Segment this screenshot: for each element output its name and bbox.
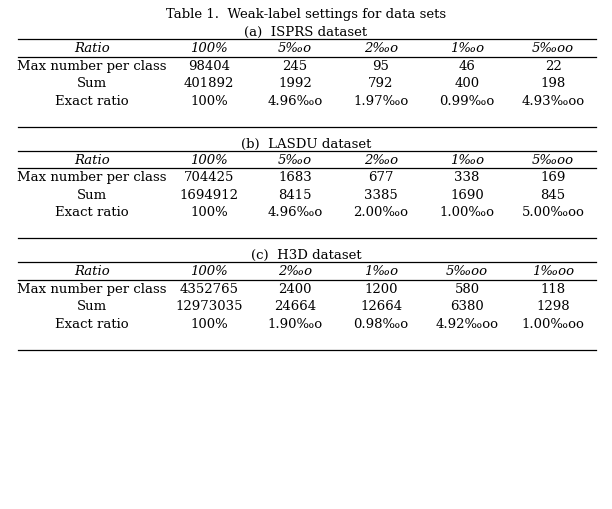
Text: 100%: 100% [190,265,228,278]
Text: 100%: 100% [190,206,228,219]
Text: 0.99‰o: 0.99‰o [439,95,494,107]
Text: 2‰o: 2‰o [364,42,398,55]
Text: 2.00‰o: 2.00‰o [354,206,408,219]
Text: 2400: 2400 [278,282,312,295]
Text: 100%: 100% [190,153,228,166]
Text: 401892: 401892 [184,77,234,90]
Text: Exact ratio: Exact ratio [55,206,129,219]
Text: Ratio: Ratio [74,265,110,278]
Text: 169: 169 [540,171,565,184]
Text: 6380: 6380 [450,300,484,313]
Text: 118: 118 [540,282,565,295]
Text: 100%: 100% [190,317,228,330]
Text: 1‰o: 1‰o [450,42,484,55]
Text: (b)  LASDU dataset: (b) LASDU dataset [241,137,371,150]
Text: 400: 400 [455,77,480,90]
Text: 100%: 100% [190,42,228,55]
Text: 198: 198 [540,77,565,90]
Text: 5‰oo: 5‰oo [446,265,488,278]
Text: 8415: 8415 [278,188,312,202]
Text: Sum: Sum [77,77,107,90]
Text: 1.97‰o: 1.97‰o [353,95,409,107]
Text: Max number per class: Max number per class [17,60,166,73]
Text: Sum: Sum [77,300,107,313]
Text: 12664: 12664 [360,300,402,313]
Text: 704425: 704425 [184,171,234,184]
Text: 12973035: 12973035 [175,300,243,313]
Text: 98404: 98404 [188,60,230,73]
Text: (a)  ISPRS dataset: (a) ISPRS dataset [244,26,368,39]
Text: 4.96‰o: 4.96‰o [267,95,323,107]
Text: 0.98‰o: 0.98‰o [354,317,409,330]
Text: 1.90‰o: 1.90‰o [267,317,323,330]
Text: 46: 46 [458,60,476,73]
Text: Max number per class: Max number per class [17,282,166,295]
Text: 1.00‰o: 1.00‰o [439,206,494,219]
Text: 792: 792 [368,77,394,90]
Text: 245: 245 [282,60,308,73]
Text: 22: 22 [545,60,561,73]
Text: 2‰o: 2‰o [364,153,398,166]
Text: 338: 338 [454,171,480,184]
Text: (c)  H3D dataset: (c) H3D dataset [251,248,361,262]
Text: Table 1.  Weak-label settings for data sets: Table 1. Weak-label settings for data se… [166,8,446,21]
Text: Max number per class: Max number per class [17,171,166,184]
Text: 24664: 24664 [274,300,316,313]
Text: 1992: 1992 [278,77,312,90]
Text: 5‰o: 5‰o [278,153,312,166]
Text: 677: 677 [368,171,394,184]
Text: 100%: 100% [190,95,228,107]
Text: 1690: 1690 [450,188,484,202]
Text: Ratio: Ratio [74,42,110,55]
Text: 845: 845 [540,188,565,202]
Text: 5.00‰oo: 5.00‰oo [521,206,584,219]
Text: Exact ratio: Exact ratio [55,317,129,330]
Text: 3385: 3385 [364,188,398,202]
Text: 5‰oo: 5‰oo [532,153,574,166]
Text: 1‰oo: 1‰oo [532,265,574,278]
Text: Sum: Sum [77,188,107,202]
Text: 4.92‰oo: 4.92‰oo [436,317,499,330]
Text: 1200: 1200 [364,282,398,295]
Text: 5‰oo: 5‰oo [532,42,574,55]
Text: 4.93‰oo: 4.93‰oo [521,95,584,107]
Text: 1‰o: 1‰o [364,265,398,278]
Text: Ratio: Ratio [74,153,110,166]
Text: 4.96‰o: 4.96‰o [267,206,323,219]
Text: Exact ratio: Exact ratio [55,95,129,107]
Text: 4352765: 4352765 [179,282,239,295]
Text: 5‰o: 5‰o [278,42,312,55]
Text: 1.00‰oo: 1.00‰oo [521,317,584,330]
Text: 1694912: 1694912 [179,188,239,202]
Text: 1‰o: 1‰o [450,153,484,166]
Text: 95: 95 [373,60,389,73]
Text: 1298: 1298 [536,300,570,313]
Text: 580: 580 [455,282,480,295]
Text: 1683: 1683 [278,171,312,184]
Text: 2‰o: 2‰o [278,265,312,278]
